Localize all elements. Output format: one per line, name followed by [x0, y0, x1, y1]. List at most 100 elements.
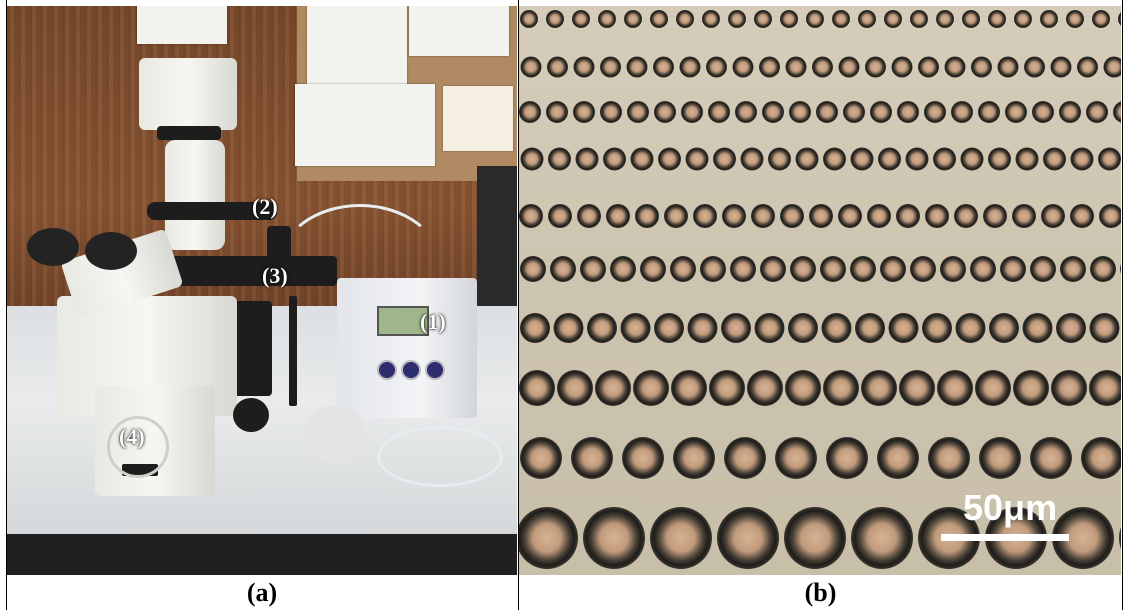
droplet: [751, 204, 775, 228]
droplet: [671, 370, 707, 406]
droplet: [630, 147, 654, 171]
droplet: [724, 437, 766, 479]
droplet: [1040, 10, 1058, 28]
droplet: [918, 56, 939, 78]
droplet: [622, 437, 664, 479]
droplet: [520, 10, 538, 28]
droplet: [1089, 370, 1121, 406]
droplet: [780, 204, 804, 228]
droplet: [855, 313, 885, 343]
caption-a: (a): [246, 578, 278, 607]
droplet: [899, 370, 935, 406]
droplet: [650, 507, 712, 569]
droplet: [1066, 10, 1084, 28]
scale-bar-label: 50μm: [963, 487, 1058, 528]
droplet: [1120, 264, 1121, 274]
panel-b-micrograph: 50μm: [519, 6, 1121, 575]
droplet: [687, 313, 718, 343]
droplet: [1024, 56, 1045, 78]
tubing-coil: [377, 426, 503, 487]
droplet: [1051, 370, 1087, 406]
droplet: [573, 101, 595, 123]
pinned-paper: [443, 86, 513, 151]
droplet: [685, 147, 709, 171]
microscope-ring: [147, 202, 277, 220]
droplet: [823, 370, 859, 406]
droplet: [960, 147, 984, 171]
droplet: [962, 10, 980, 28]
droplet: [884, 10, 902, 28]
label-stage: (3): [262, 263, 288, 288]
droplet: [740, 147, 764, 171]
droplet: [775, 437, 817, 479]
droplet: [547, 56, 568, 78]
droplet-array: [519, 10, 1121, 569]
label-pump: (1): [420, 309, 446, 334]
droplet: [865, 56, 886, 78]
droplet: [732, 56, 754, 78]
droplet: [832, 10, 850, 28]
droplet: [975, 370, 1011, 406]
droplet: [747, 370, 783, 406]
droplet: [925, 204, 949, 228]
droplet: [821, 313, 852, 343]
droplet: [896, 204, 920, 228]
microscope-condenser: [165, 140, 225, 250]
droplet: [1099, 204, 1121, 228]
droplet: [571, 437, 613, 479]
droplet: [924, 101, 946, 123]
microscope-dial: [107, 416, 169, 478]
droplet: [1060, 256, 1086, 282]
droplet: [1005, 101, 1027, 123]
droplet: [1118, 12, 1121, 26]
droplet: [933, 147, 956, 171]
droplet: [519, 204, 543, 228]
droplet: [1070, 204, 1094, 228]
droplet: [780, 10, 798, 28]
bench-edge: [7, 534, 517, 575]
droplet: [795, 147, 819, 171]
label-microscope: (4): [119, 424, 145, 449]
droplet: [838, 204, 862, 228]
droplet: [785, 56, 807, 78]
tubing: [277, 204, 443, 330]
droplet: [520, 56, 542, 78]
droplet: [1032, 101, 1054, 123]
droplet: [658, 147, 681, 171]
droplet: [626, 56, 648, 78]
droplet: [620, 313, 651, 343]
droplet: [754, 313, 785, 343]
droplet: [1043, 147, 1066, 171]
droplet: [858, 10, 876, 28]
droplet: [1022, 313, 1053, 343]
droplet: [979, 437, 1021, 479]
droplet: [1070, 147, 1094, 171]
droplet: [988, 10, 1006, 28]
label-chip: (2): [252, 194, 278, 219]
droplet: [867, 204, 891, 228]
droplet: [573, 56, 595, 78]
droplet: [784, 507, 846, 569]
droplet: [922, 313, 952, 343]
droplet: [1059, 101, 1081, 123]
droplet: [850, 256, 876, 282]
droplet: [1090, 256, 1116, 282]
droplet: [548, 204, 572, 228]
droplet: [897, 101, 919, 123]
droplet: [519, 507, 578, 569]
droplet: [1013, 370, 1049, 406]
eyepiece-right: [85, 232, 137, 270]
droplet: [955, 313, 986, 343]
droplet: [1113, 101, 1121, 123]
droplet: [709, 370, 745, 406]
droplet: [951, 101, 973, 123]
droplet: [1015, 147, 1039, 171]
droplet: [1041, 204, 1065, 228]
stand-rod: [289, 296, 297, 406]
droplet: [520, 147, 544, 171]
droplet: [910, 256, 936, 282]
microscope-pillar: [232, 301, 272, 396]
scale-bar: [941, 534, 1069, 541]
droplet: [816, 101, 838, 123]
pinned-paper: [137, 6, 227, 44]
